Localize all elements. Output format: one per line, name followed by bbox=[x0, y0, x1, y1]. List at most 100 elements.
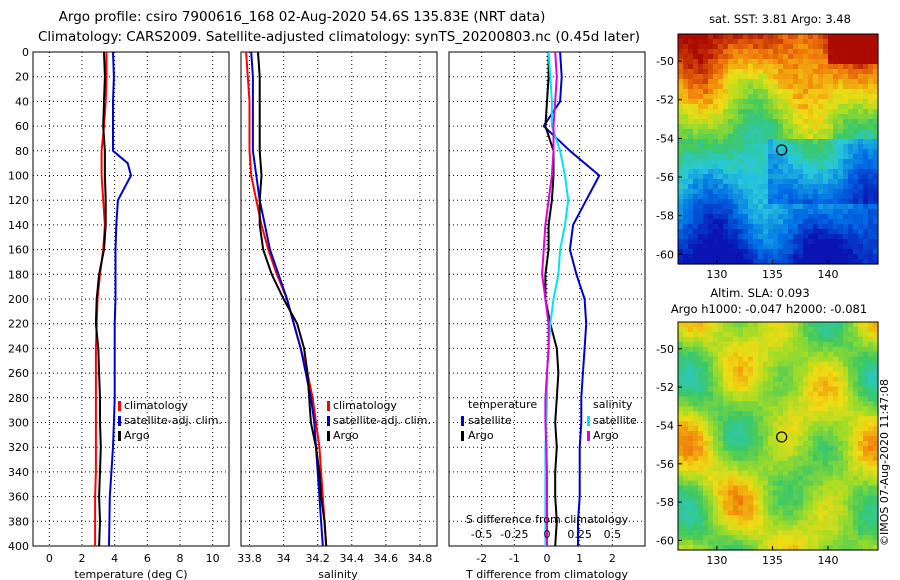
map-cell bbox=[848, 154, 854, 160]
map-cell bbox=[743, 94, 749, 100]
map-cell bbox=[723, 515, 729, 521]
map-cell bbox=[793, 520, 799, 526]
map-cell bbox=[688, 194, 694, 200]
map-cell bbox=[713, 209, 719, 215]
map-cell bbox=[763, 386, 769, 392]
map-cell bbox=[798, 54, 804, 60]
map-cell bbox=[723, 109, 729, 115]
map-cell bbox=[818, 535, 824, 541]
map-cell bbox=[783, 69, 789, 75]
map-cell bbox=[688, 421, 694, 427]
map-cell bbox=[858, 44, 864, 50]
map-cell bbox=[818, 376, 824, 383]
map-cell bbox=[678, 500, 684, 506]
map-cell bbox=[743, 515, 749, 521]
map-cell bbox=[853, 470, 859, 477]
map-cell bbox=[788, 386, 794, 392]
map-cell bbox=[808, 445, 814, 452]
depth-tick-label: 0 bbox=[22, 46, 29, 59]
map-cell bbox=[803, 371, 809, 378]
map-cell bbox=[738, 341, 744, 348]
map-cell bbox=[808, 149, 814, 155]
map-cell bbox=[708, 84, 714, 90]
map-cell bbox=[858, 525, 864, 531]
map-cell bbox=[848, 495, 854, 502]
map-cell bbox=[693, 209, 699, 215]
map-cell bbox=[868, 475, 874, 482]
map-cell bbox=[683, 99, 689, 105]
map-cell bbox=[798, 119, 804, 125]
map-cell bbox=[783, 169, 789, 175]
map-cell bbox=[793, 119, 799, 125]
map-cell bbox=[718, 465, 724, 472]
map-cell bbox=[823, 361, 829, 368]
map-cell bbox=[713, 169, 719, 175]
map-cell bbox=[828, 144, 834, 150]
map-cell bbox=[798, 341, 804, 348]
map-cell bbox=[863, 421, 869, 427]
map-cell bbox=[698, 64, 704, 70]
map-cell bbox=[743, 530, 749, 536]
map-cell bbox=[773, 229, 779, 235]
map-cell bbox=[748, 169, 754, 175]
map-cell bbox=[723, 244, 729, 250]
map-cell bbox=[773, 505, 779, 511]
map-cell bbox=[733, 391, 739, 397]
map-cell bbox=[798, 351, 804, 358]
map-cell bbox=[798, 535, 804, 541]
map-cell bbox=[858, 406, 864, 412]
map-cell bbox=[768, 530, 774, 536]
map-cell bbox=[748, 174, 754, 180]
map-cell bbox=[758, 341, 764, 348]
map-cell bbox=[758, 545, 764, 551]
map-cell bbox=[688, 540, 694, 546]
map-cell bbox=[808, 79, 814, 85]
map-cell bbox=[748, 530, 754, 536]
map-cell bbox=[823, 421, 829, 427]
map-cell bbox=[688, 184, 694, 190]
map-cell bbox=[838, 505, 844, 511]
map-cell bbox=[768, 139, 774, 145]
map-cell bbox=[678, 74, 684, 80]
map-cell bbox=[693, 164, 699, 170]
map-cell bbox=[848, 386, 854, 392]
map-cell bbox=[818, 416, 824, 422]
map-cell bbox=[708, 440, 714, 447]
map-cell bbox=[783, 44, 789, 50]
map-cell bbox=[823, 104, 829, 110]
map-cell bbox=[828, 460, 834, 467]
map-cell bbox=[793, 259, 799, 265]
map-cell bbox=[818, 114, 824, 120]
map-cell bbox=[758, 322, 764, 328]
map-cell bbox=[718, 59, 724, 65]
depth-tick-label: 280 bbox=[8, 392, 29, 405]
map-cell bbox=[863, 396, 869, 402]
map-cell bbox=[708, 396, 714, 402]
map-cell bbox=[828, 406, 834, 412]
map-cell bbox=[683, 89, 689, 95]
map-cell bbox=[863, 455, 869, 462]
map-cell bbox=[763, 184, 769, 190]
map-cell bbox=[738, 259, 744, 265]
map-cell bbox=[693, 465, 699, 472]
map-cell bbox=[773, 322, 779, 328]
map-cell bbox=[733, 346, 739, 353]
map-cell bbox=[773, 204, 779, 210]
map-cell bbox=[763, 460, 769, 467]
map-cell bbox=[788, 426, 794, 432]
map-cell bbox=[723, 139, 729, 145]
map-cell bbox=[848, 179, 854, 185]
map-cell bbox=[738, 104, 744, 110]
map-cell bbox=[793, 401, 799, 407]
map-cell bbox=[828, 545, 834, 551]
map-cell bbox=[788, 505, 794, 511]
map-cell bbox=[863, 124, 869, 130]
map-cell bbox=[873, 169, 879, 175]
map-cell bbox=[758, 411, 764, 417]
map-cell bbox=[828, 431, 834, 437]
map-cell bbox=[868, 426, 874, 432]
map-cell bbox=[828, 475, 834, 482]
map-cell bbox=[863, 341, 869, 348]
map-cell bbox=[788, 341, 794, 348]
map-cell bbox=[703, 229, 709, 235]
